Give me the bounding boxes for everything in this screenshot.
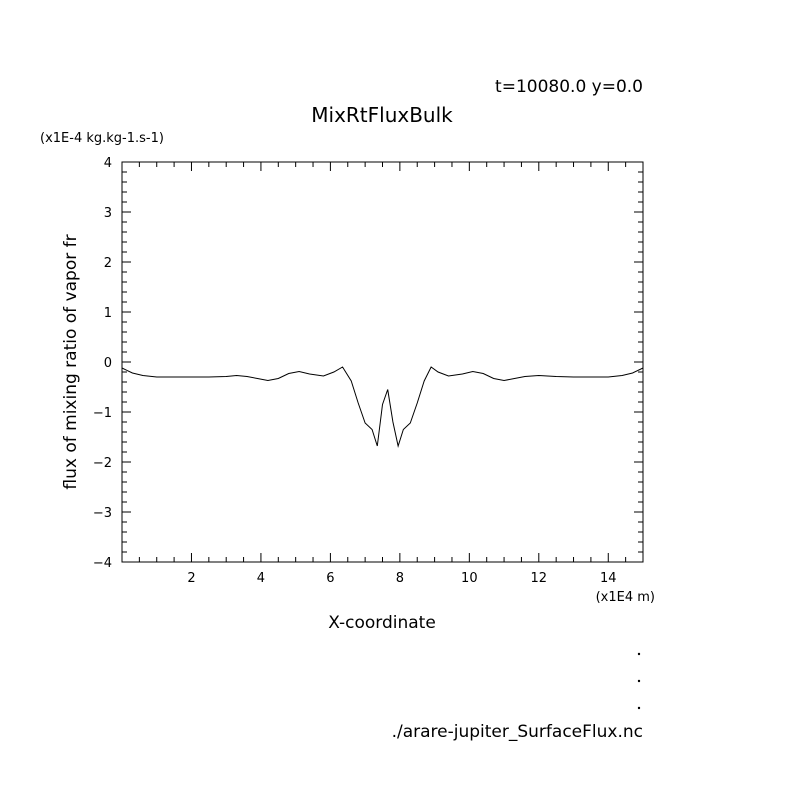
y-tick-label: 2	[104, 256, 112, 271]
x-tick-label: 4	[257, 571, 265, 586]
x-tick-labels: 2 4 6 8 10 12 14	[187, 571, 616, 586]
x-tick-label: 8	[396, 571, 404, 586]
series-line	[121, 366, 644, 448]
x-tick-label: 12	[531, 571, 548, 586]
y-tick-labels: −4 −3 −2 −1 0 1 2 3 4	[93, 156, 112, 571]
plot-frame	[121, 161, 644, 563]
y-unit-label: (x1E-4 kg.kg-1.s-1)	[40, 131, 164, 146]
x-tick-label: 6	[326, 571, 334, 586]
x-tick-label: 14	[600, 571, 617, 586]
y-tick-label: −3	[93, 506, 112, 521]
y-axis-label: flux of mixing ratio of vapor fr	[61, 234, 81, 489]
x-tick-label: 2	[187, 571, 195, 586]
y-axis-ticks	[122, 171, 643, 553]
y-tick-label: 1	[104, 306, 112, 321]
y-tick-label: 0	[104, 356, 112, 371]
x-axis-label: X-coordinate	[328, 613, 436, 633]
source-file-label: ./arare-jupiter_SurfaceFlux.nc	[392, 722, 643, 742]
x-unit-label: (x1E4 m)	[596, 590, 655, 605]
x-tick-label: 10	[461, 571, 478, 586]
y-tick-label: −4	[93, 556, 112, 571]
decoration-dot	[637, 706, 641, 710]
decoration-dot	[637, 652, 641, 656]
x-axis-ticks	[138, 162, 627, 562]
y-tick-label: −2	[93, 456, 112, 471]
y-tick-label: −1	[93, 406, 112, 421]
chart-title: MixRtFluxBulk	[311, 103, 453, 127]
y-tick-label: 4	[104, 156, 112, 171]
decoration-dot	[637, 679, 641, 683]
chart-subtitle: t=10080.0 y=0.0	[495, 77, 643, 97]
y-tick-label: 3	[104, 206, 112, 221]
